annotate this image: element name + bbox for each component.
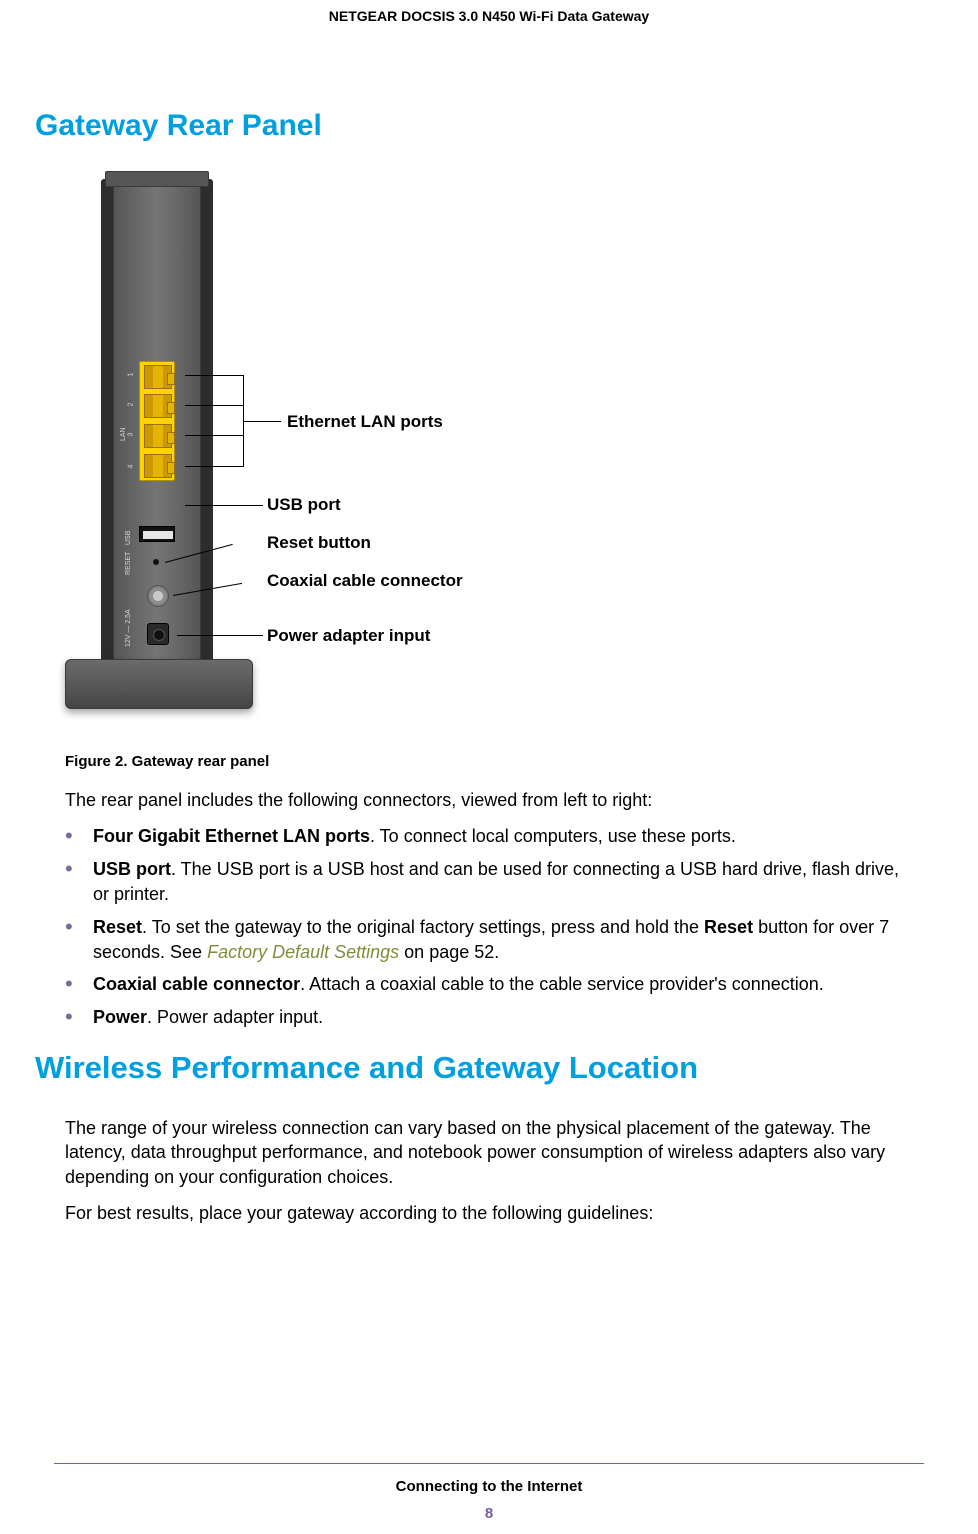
list-item: Four Gigabit Ethernet LAN ports. To conn… xyxy=(65,824,918,849)
figure-caption: Figure 2. Gateway rear panel xyxy=(65,753,918,770)
reset-button-icon xyxy=(153,559,159,565)
lan-port-label-4: 4 xyxy=(127,465,134,469)
callout-ethernet: Ethernet LAN ports xyxy=(287,412,443,432)
callout-coax: Coaxial cable connector xyxy=(267,571,463,591)
section-heading-wireless: Wireless Performance and Gateway Locatio… xyxy=(35,1050,918,1086)
list-item: Power. Power adapter input. xyxy=(65,1005,918,1030)
lan-port-label-2: 2 xyxy=(127,403,134,407)
wireless-paragraph-2: For best results, place your gateway acc… xyxy=(65,1201,918,1225)
power-side-label: 12V — 2.5A xyxy=(125,609,132,647)
coax-connector-icon xyxy=(147,585,169,607)
callout-power: Power adapter input xyxy=(267,626,430,646)
usb-side-label: USB xyxy=(125,531,132,545)
doc-header: NETGEAR DOCSIS 3.0 N450 Wi-Fi Data Gatew… xyxy=(0,0,978,24)
wireless-paragraph-1: The range of your wireless connection ca… xyxy=(65,1116,918,1189)
ethernet-lan-ports-icon xyxy=(139,361,175,481)
footer-page-number: 8 xyxy=(0,1505,978,1522)
rear-panel-diagram: 1 2 3 4 LAN USB RESET 12V — 2.5A Ether xyxy=(65,171,715,741)
link-factory-default-settings[interactable]: Factory Default Settings xyxy=(207,942,399,962)
section-heading-rear-panel: Gateway Rear Panel xyxy=(35,109,918,143)
callout-reset: Reset button xyxy=(267,533,371,553)
list-item: Coaxial cable connector. Attach a coaxia… xyxy=(65,972,918,997)
reset-side-label: RESET xyxy=(125,552,132,575)
lan-port-label-1: 1 xyxy=(127,373,134,377)
lan-port-label-3: 3 xyxy=(127,433,134,437)
page-footer: Connecting to the Internet 8 xyxy=(0,1463,978,1522)
list-item: USB port. The USB port is a USB host and… xyxy=(65,857,918,907)
page-content: Gateway Rear Panel 1 2 3 4 LAN USB RESET xyxy=(0,109,978,1225)
footer-chapter-title: Connecting to the Internet xyxy=(0,1478,978,1495)
rear-panel-bullet-list: Four Gigabit Ethernet LAN ports. To conn… xyxy=(65,824,918,1030)
power-input-icon xyxy=(147,623,169,645)
lan-side-label: LAN xyxy=(120,427,127,441)
rear-panel-intro: The rear panel includes the following co… xyxy=(65,788,918,812)
callout-usb: USB port xyxy=(267,495,341,515)
list-item: Reset. To set the gateway to the origina… xyxy=(65,915,918,965)
usb-port-icon xyxy=(139,526,175,542)
